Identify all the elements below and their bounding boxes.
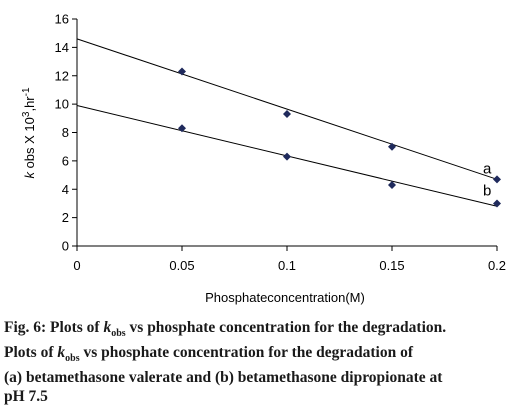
- data-point-b: [388, 180, 396, 189]
- x-axis-ticks: 0 0.05 0.1 0.15 0.2: [73, 246, 506, 273]
- trend-line-a: [76, 38, 498, 180]
- y-tick-label: 0: [62, 239, 69, 254]
- x-tick-label: 0: [73, 258, 80, 273]
- y-tick-label: 12: [55, 68, 69, 83]
- trend-lines: [76, 38, 498, 207]
- figure-caption: Fig. 6: Plots of kobs vs phosphate conce…: [4, 318, 518, 406]
- y-tick-label: 10: [55, 97, 69, 112]
- x-axis-title: Phosphateconcentration(M): [205, 290, 365, 305]
- series-labels: ab: [483, 160, 492, 199]
- y-tick-label: 6: [62, 153, 69, 168]
- data-point-a: [493, 175, 501, 184]
- caption-line: Fig. 6: Plots of kobs vs phosphate conce…: [4, 319, 447, 340]
- chart: 0 2 4 6 8 10 12 14 16 0 0.05 0.1 0.15 0.2 ab Phospha…: [21, 12, 507, 306]
- data-point-a: [178, 67, 186, 76]
- y-axis-ticks: 0 2 4 6 8 10 12 14 16: [55, 12, 77, 254]
- caption-line: Plots of kobs vs phosphate concentration…: [4, 344, 413, 365]
- x-tick-label: 0.05: [169, 258, 194, 273]
- y-tick-label: 4: [62, 182, 69, 197]
- x-tick-label: 0.2: [488, 258, 506, 273]
- data-point-b: [283, 152, 291, 161]
- y-tick-label: 16: [55, 12, 69, 27]
- series-label-b: b: [483, 182, 491, 199]
- data-point-b: [178, 124, 186, 133]
- data-point-b: [493, 199, 501, 208]
- y-tick-label: 14: [55, 40, 69, 55]
- x-tick-label: 0.15: [379, 258, 404, 273]
- x-tick-label: 0.1: [278, 258, 296, 273]
- axes: [76, 19, 497, 247]
- caption-line: (a) betamethasone valerate and (b) betam…: [4, 369, 443, 387]
- y-tick-label: 2: [62, 210, 69, 225]
- data-points: [178, 67, 501, 208]
- caption-line: pH 7.5: [4, 388, 48, 406]
- series-label-a: a: [483, 160, 492, 177]
- data-point-a: [388, 142, 396, 151]
- data-point-a: [283, 110, 291, 119]
- y-axis-title: k obs X 103,hr-1: [21, 87, 38, 179]
- y-tick-label: 8: [62, 125, 69, 140]
